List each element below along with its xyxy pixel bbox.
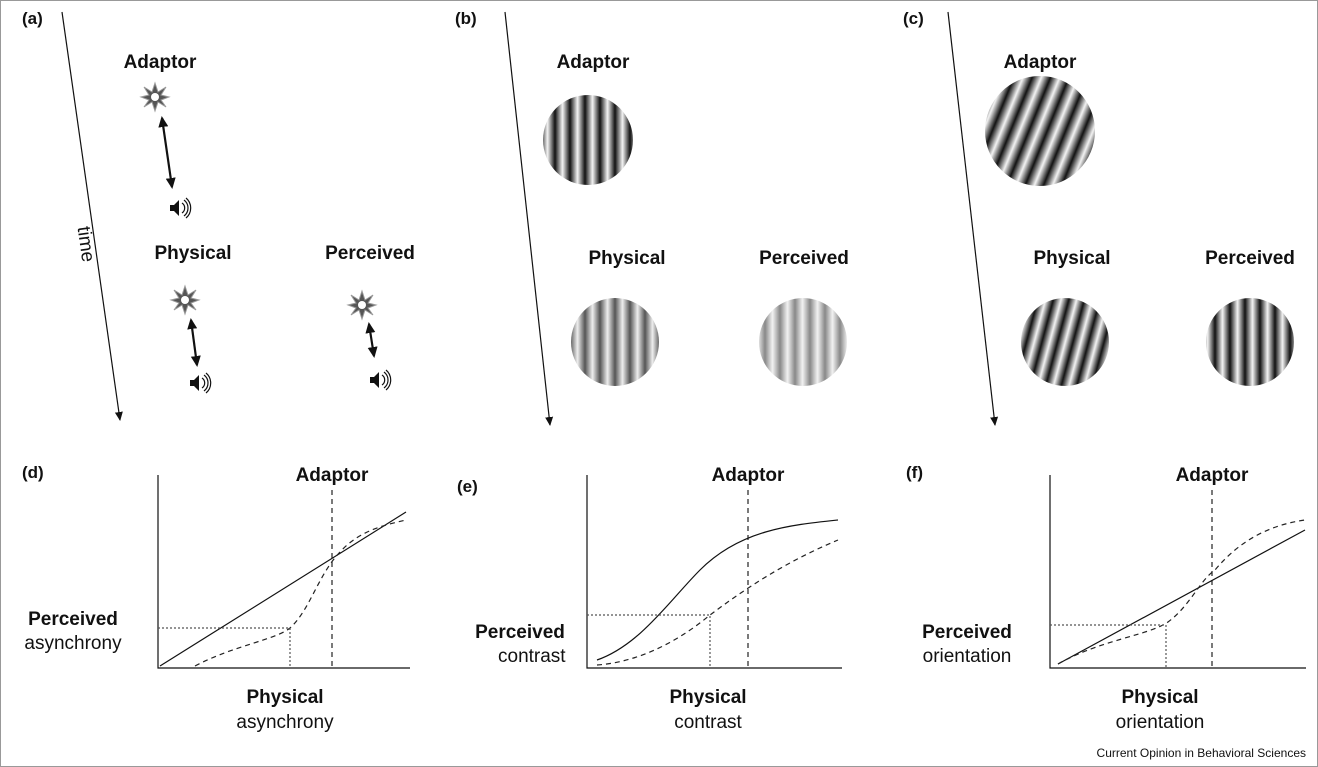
veridical-line: [1057, 529, 1306, 665]
time-arrow: [504, 11, 554, 426]
x-label: asynchrony: [236, 712, 334, 733]
interval-arrow: [187, 318, 201, 367]
grating: [759, 298, 847, 386]
perceived-label: Perceived: [1205, 248, 1295, 269]
adaptor-label: Adaptor: [1004, 52, 1077, 73]
baseline-curve: [596, 519, 839, 661]
grating: [1206, 298, 1294, 386]
axes: [586, 475, 842, 669]
panel-label: (e): [457, 477, 478, 496]
adapted-curve: [194, 519, 407, 667]
x-label: orientation: [1116, 712, 1205, 733]
panel-label: (f): [906, 463, 923, 482]
guide-line: [1050, 624, 1167, 668]
guide-line: [158, 627, 291, 668]
physical-label: Physical: [154, 243, 231, 264]
grating: [1021, 298, 1109, 386]
sound-icon: [189, 372, 212, 394]
flash-icon: [140, 82, 170, 112]
grating: [571, 298, 659, 386]
x-label-bold: Physical: [1121, 687, 1198, 708]
adaptor-label: Adaptor: [124, 52, 197, 73]
axes: [157, 475, 410, 669]
interval-arrow: [158, 116, 176, 189]
grating: [985, 76, 1095, 186]
physical-label: Physical: [1033, 248, 1110, 269]
adapted-curve: [596, 539, 839, 666]
sound-icon: [169, 197, 192, 219]
physical-label: Physical: [588, 248, 665, 269]
x-label: contrast: [674, 712, 742, 733]
flash-icon: [347, 290, 377, 320]
sound-icon: [369, 369, 392, 391]
adaptor-label: Adaptor: [1176, 465, 1249, 486]
adaptor-label: Adaptor: [557, 52, 630, 73]
credit: Current Opinion in Behavioral Sciences: [1097, 746, 1306, 760]
grating: [543, 95, 633, 185]
perceived-label: Perceived: [759, 248, 849, 269]
perceived-label: Perceived: [325, 243, 415, 264]
y-label-bold: Perceived: [475, 622, 565, 643]
panel-label: (b): [455, 9, 477, 28]
flash-icon: [170, 285, 200, 315]
time-arrow: [947, 11, 999, 426]
time-label: time: [73, 225, 99, 263]
interval-arrow: [365, 322, 378, 358]
y-label: asynchrony: [24, 633, 122, 654]
adaptor-label: Adaptor: [296, 465, 369, 486]
panel-label: (c): [903, 9, 924, 28]
adaptor-label: Adaptor: [712, 465, 785, 486]
y-label-bold: Perceived: [922, 622, 1012, 643]
y-label-bold: Perceived: [28, 609, 118, 630]
x-label-bold: Physical: [669, 687, 746, 708]
panel-label: (d): [22, 463, 44, 482]
adapted-curve: [1057, 519, 1306, 665]
y-label: orientation: [923, 646, 1012, 667]
panel-label: (a): [22, 9, 43, 28]
veridical-line: [159, 511, 407, 667]
guide-line: [587, 614, 711, 668]
time-arrow: [61, 11, 123, 421]
axes: [1049, 475, 1306, 669]
x-label-bold: Physical: [246, 687, 323, 708]
y-label: contrast: [498, 646, 566, 667]
